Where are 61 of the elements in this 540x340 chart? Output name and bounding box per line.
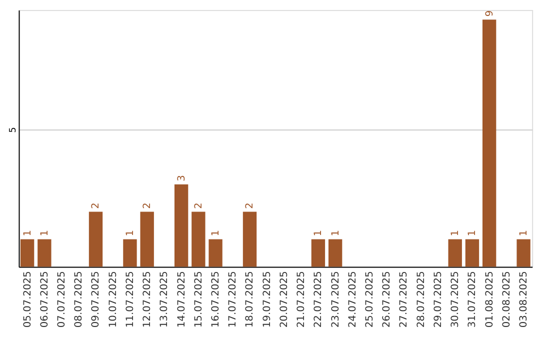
x-tick-label: 22.07.2025 [313,271,324,328]
bar [140,212,154,267]
x-tick-label: 06.07.2025 [39,271,50,328]
data-label: 1 [22,230,34,236]
bar [192,212,206,267]
bar [88,212,103,267]
x-tick-label: 29.07.2025 [432,271,444,328]
data-label: 1 [467,230,478,236]
x-tick-label: 10.07.2025 [108,271,119,328]
data-label: 2 [90,202,102,209]
bar [123,239,137,267]
data-label: 9 [484,10,496,17]
data-label: 1 [518,230,530,236]
x-tick-label: 08.07.2025 [74,271,85,328]
x-tick-label: 12.07.2025 [142,271,154,328]
x-tick-label: 30.07.2025 [450,271,462,328]
bar [516,239,530,267]
x-tick-label: 20.07.2025 [278,271,290,328]
bar [20,239,34,267]
bar [482,20,496,267]
x-tick-label: 25.07.2025 [364,271,376,328]
bar [242,212,257,267]
bar [311,239,326,267]
data-label: 1 [124,230,136,236]
x-tick-label: 09.07.2025 [90,271,102,328]
x-tick-label: 07.07.2025 [56,271,68,328]
x-tick-label: 05.07.2025 [22,271,34,328]
bar [448,239,462,267]
x-tick-label: 23.07.2025 [330,271,342,328]
data-label: 1 [450,230,462,236]
x-tick-label: 14.07.2025 [176,271,188,328]
bar [208,239,222,267]
x-tick-label: 02.08.2025 [501,271,512,328]
x-tick-label: 11.07.2025 [124,271,136,328]
x-tick-label: 03.08.2025 [518,271,530,328]
bar [328,239,342,267]
x-tick-label: 18.07.2025 [244,271,256,328]
data-label: 3 [176,175,188,182]
y-tick-label: 5 [8,127,18,133]
bar [465,239,480,267]
x-tick-label: 31.07.2025 [467,271,478,328]
data-label: 2 [193,202,204,209]
x-tick-label: 27.07.2025 [398,271,410,328]
x-tick-label: 13.07.2025 [159,271,170,328]
data-label: 2 [142,202,154,209]
data-label: 1 [330,230,342,236]
x-tick-label: 21.07.2025 [296,271,308,328]
data-label: 1 [210,230,222,236]
x-tick-label: 24.07.2025 [347,271,358,328]
bar [38,239,52,267]
x-tick-label: 26.07.2025 [382,271,393,328]
x-tick-label: 16.07.2025 [210,271,222,328]
x-tick-label: 01.08.2025 [484,271,496,328]
x-tick-label: 28.07.2025 [416,271,427,328]
data-label: 1 [39,230,50,236]
x-tick-label: 17.07.2025 [228,271,239,328]
bar [174,184,188,267]
data-label: 1 [313,230,324,236]
x-tick-label: 15.07.2025 [193,271,204,328]
data-label: 2 [244,202,256,209]
x-tick-label: 19.07.2025 [262,271,273,328]
